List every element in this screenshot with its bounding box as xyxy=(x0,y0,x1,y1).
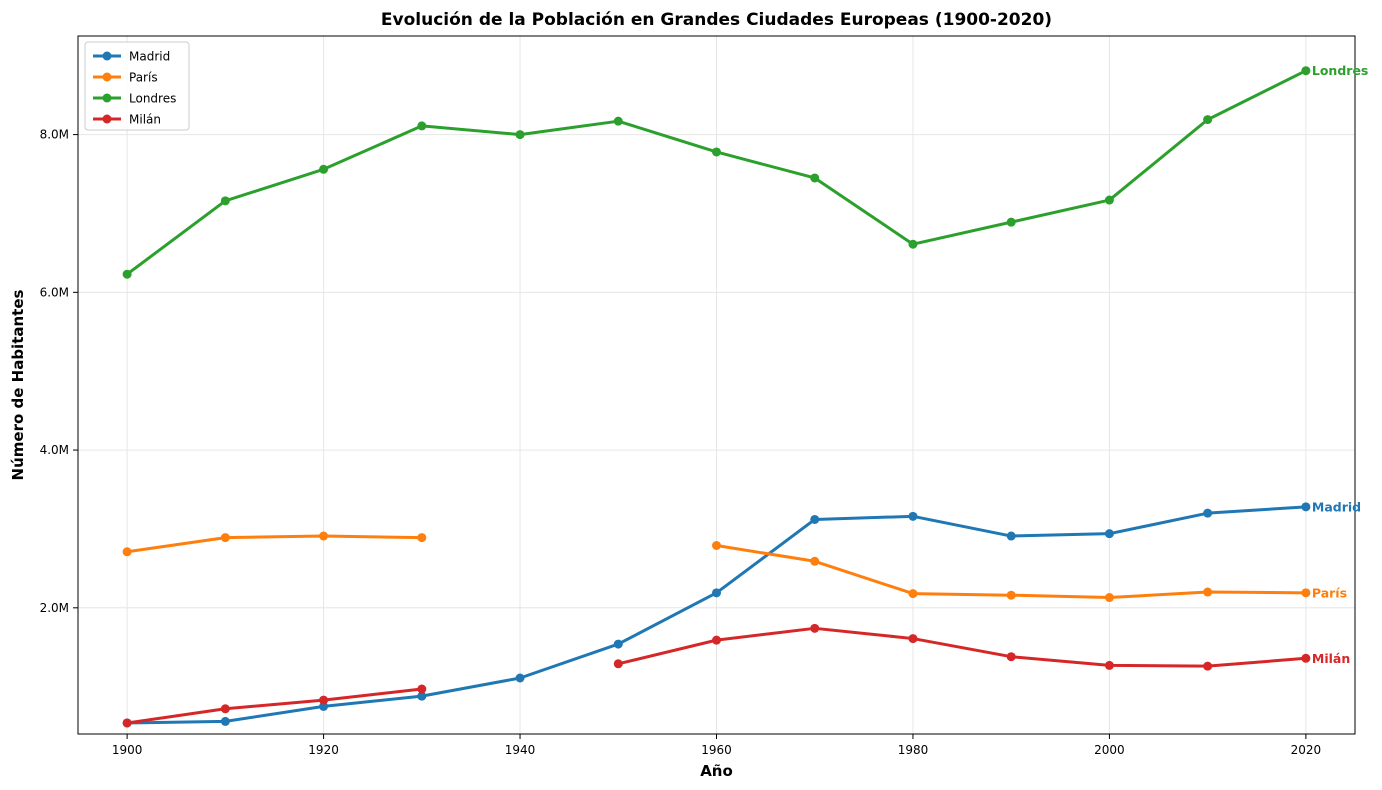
x-axis-label: Año xyxy=(700,762,733,780)
x-tick-label: 1940 xyxy=(505,743,536,757)
series-milan xyxy=(122,623,1311,728)
data-point xyxy=(1203,508,1213,518)
data-point xyxy=(220,716,230,726)
data-point xyxy=(1203,115,1213,125)
data-point xyxy=(515,673,525,683)
data-point xyxy=(1006,652,1016,662)
data-point xyxy=(417,121,427,131)
legend: Madrid París Londres Milán xyxy=(84,41,190,131)
data-point xyxy=(712,541,721,551)
y-tick-label: 4.0M xyxy=(40,443,69,457)
data-point xyxy=(1203,661,1213,671)
legend-marker xyxy=(102,51,112,61)
legend-label: Londres xyxy=(129,92,176,106)
data-point xyxy=(908,589,918,599)
data-point xyxy=(810,623,820,633)
data-point xyxy=(1104,529,1114,539)
series-paris xyxy=(122,531,1311,603)
data-point xyxy=(712,147,721,157)
data-point xyxy=(417,533,427,543)
data-point xyxy=(908,511,918,521)
data-point xyxy=(515,130,525,140)
x-tick-label: 1980 xyxy=(898,743,929,757)
legend-marker xyxy=(102,114,112,124)
data-point xyxy=(122,269,132,279)
legend-item-milan: Milán xyxy=(93,113,161,127)
data-point xyxy=(1006,531,1016,541)
data-point xyxy=(319,701,329,711)
series-line xyxy=(125,687,424,725)
data-point xyxy=(319,164,329,174)
data-point xyxy=(1006,590,1016,600)
legend-item-madrid: Madrid xyxy=(93,50,170,64)
end-labels: Madrid París Londres Milán xyxy=(1312,63,1368,666)
y-tick-label: 2.0M xyxy=(40,601,69,615)
data-point xyxy=(810,556,820,566)
data-point xyxy=(417,691,427,701)
data-point xyxy=(319,695,329,705)
data-point xyxy=(810,173,820,183)
data-point xyxy=(908,239,918,249)
data-point xyxy=(613,659,623,669)
grid-layer xyxy=(78,36,1355,734)
y-tick-label: 6.0M xyxy=(40,285,69,299)
legend-label: Madrid xyxy=(129,50,170,64)
data-point xyxy=(712,635,721,645)
data-point xyxy=(810,514,820,524)
data-point xyxy=(1301,502,1311,512)
y-tick-label: 8.0M xyxy=(40,128,69,142)
data-point xyxy=(1301,66,1311,76)
series-line xyxy=(616,626,1308,668)
data-point xyxy=(712,588,721,598)
data-point xyxy=(1203,587,1213,597)
x-tick-label: 1960 xyxy=(701,743,732,757)
end-label-paris: París xyxy=(1312,585,1347,600)
data-point xyxy=(122,547,132,557)
chart-title: Evolución de la Población en Grandes Ciu… xyxy=(381,10,1052,30)
legend-marker xyxy=(102,93,112,103)
x-tick-label: 1900 xyxy=(112,743,143,757)
end-label-madrid: Madrid xyxy=(1312,499,1361,514)
data-point xyxy=(319,531,329,541)
data-point xyxy=(1104,593,1114,603)
data-point xyxy=(1104,195,1114,205)
legend-label: Milán xyxy=(129,113,161,127)
x-tick-label: 2020 xyxy=(1291,743,1322,757)
y-axis-label: Número de Habitantes xyxy=(9,289,27,480)
axis-ticks: 1900 1920 1940 1960 1980 2000 2020 2.0M 4.0M 6.0M… xyxy=(40,128,1322,757)
data-point xyxy=(908,634,918,644)
data-point xyxy=(220,704,230,714)
end-label-milan: Milán xyxy=(1312,651,1350,666)
data-point xyxy=(1301,588,1311,598)
legend-marker xyxy=(102,72,112,82)
series-layer xyxy=(122,66,1311,728)
legend-item-paris: París xyxy=(93,71,158,85)
data-point xyxy=(1301,653,1311,663)
data-point xyxy=(1006,217,1016,227)
end-label-londres: Londres xyxy=(1312,63,1368,78)
series-madrid xyxy=(122,502,1311,728)
x-tick-label: 1920 xyxy=(308,743,339,757)
series-londres xyxy=(122,66,1311,279)
legend-label: París xyxy=(129,71,158,85)
legend-box xyxy=(84,41,190,131)
data-point xyxy=(122,718,132,728)
legend-item-londres: Londres xyxy=(93,92,176,106)
data-point xyxy=(1104,660,1114,670)
data-point xyxy=(613,116,623,126)
series-line xyxy=(125,534,424,554)
data-point xyxy=(613,639,623,649)
data-point xyxy=(220,533,230,543)
x-tick-label: 2000 xyxy=(1094,743,1125,757)
data-point xyxy=(220,196,230,206)
data-point xyxy=(417,684,427,694)
